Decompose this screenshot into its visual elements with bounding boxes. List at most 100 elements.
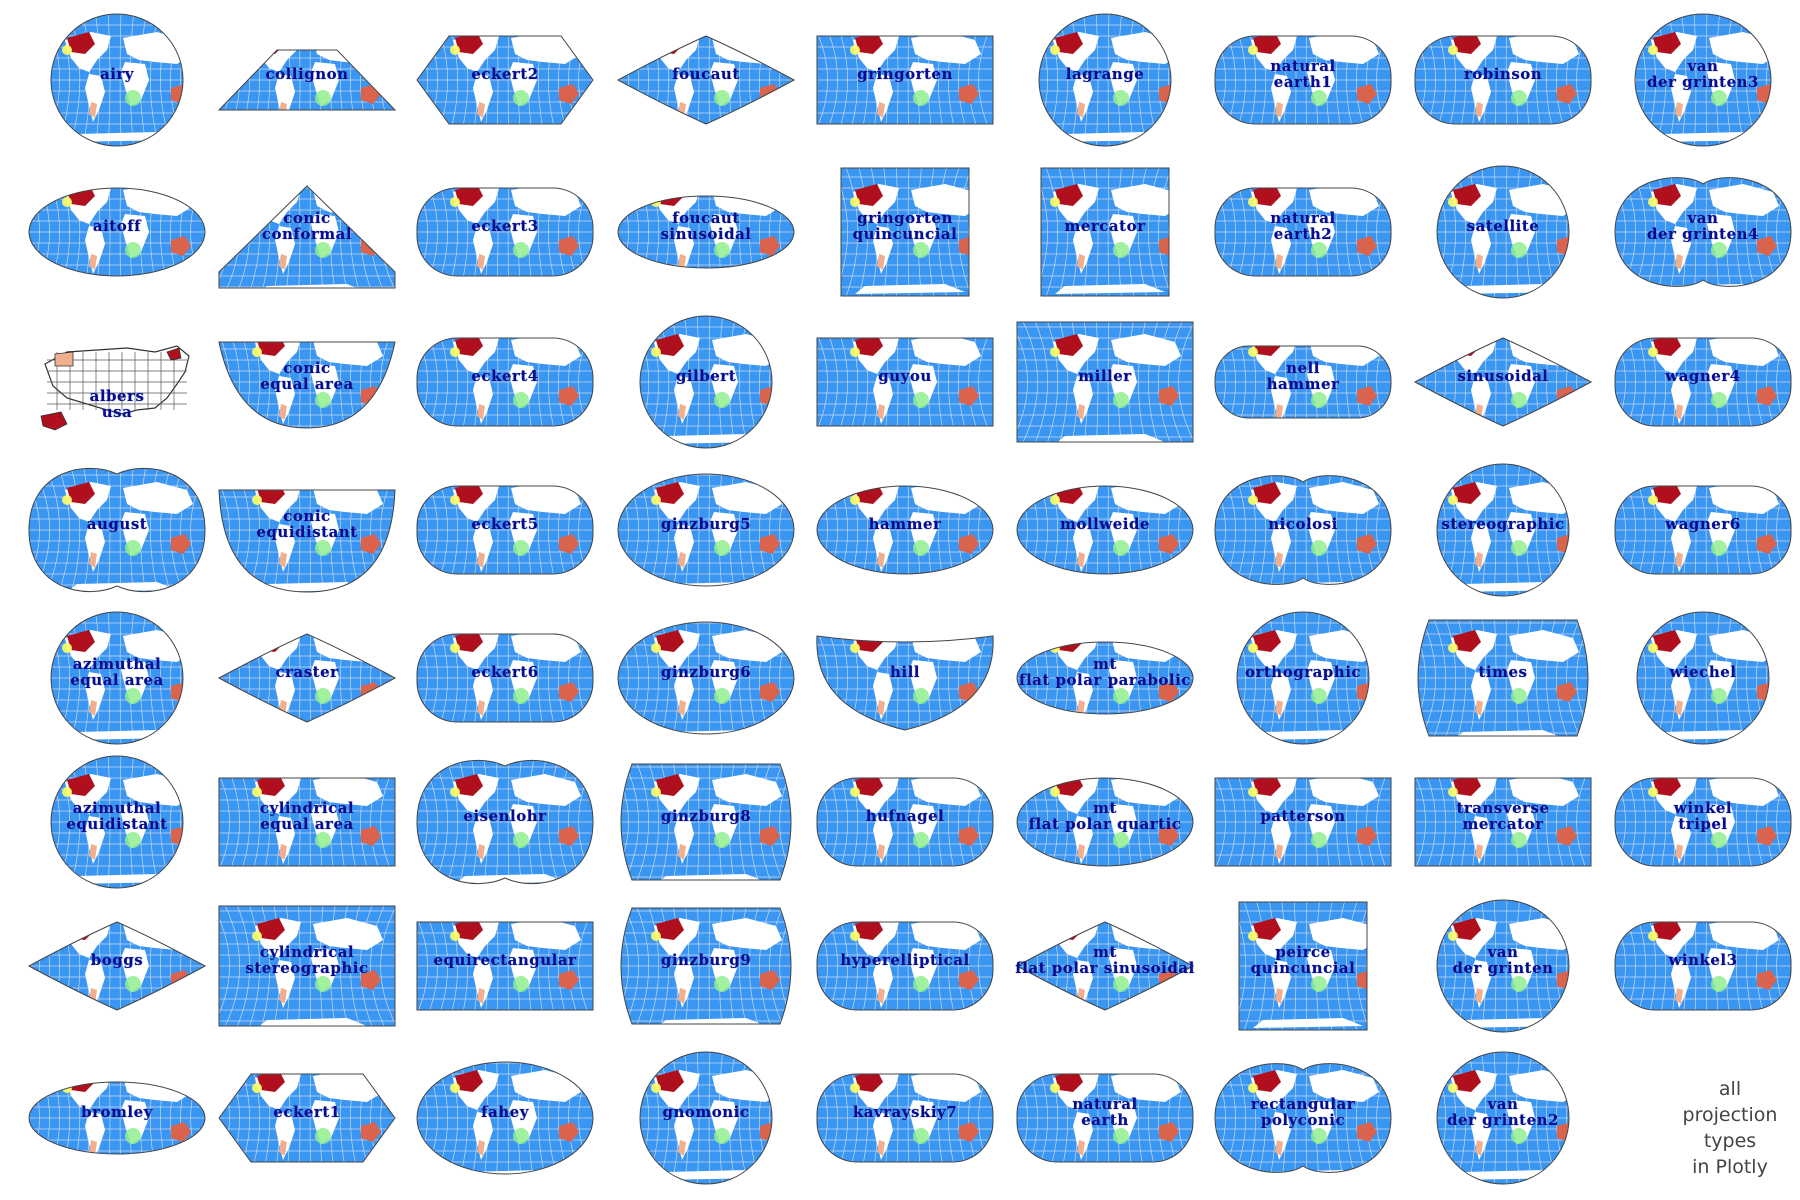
map-eckert3: [416, 187, 594, 277]
map-lagrange: [1038, 13, 1172, 147]
map-winkel3: [1614, 921, 1792, 1011]
map-eisenlohr: [416, 759, 594, 885]
map-transverse-mercator: [1414, 777, 1592, 867]
map-cell-van-der-grinten4: van der grinten4: [1613, 162, 1793, 302]
map-cell-ginzburg6: ginzburg6: [616, 608, 796, 748]
map-eckert1: [218, 1073, 396, 1163]
map-van-der-grinten2: [1436, 1051, 1570, 1185]
map-eckert2: [416, 35, 594, 125]
map-mt-flat-polar-quartic: [1016, 777, 1194, 867]
usa-states: [40, 345, 190, 431]
map-hill: [816, 635, 994, 731]
map-cell-transverse-mercator: transverse mercator: [1413, 752, 1593, 892]
map-mt-flat-polar-sinusoidal: [1015, 921, 1195, 1011]
map-cell-boggs: boggs: [27, 896, 207, 1036]
map-foucaut-sinusoidal: [617, 195, 795, 269]
map-cell-azimuthal-equidistant: azimuthal equidistant: [27, 752, 207, 892]
map-cell-mt-flat-polar-sinusoidal: mt flat polar sinusoidal: [1015, 896, 1195, 1036]
map-cell-van-der-grinten2: van der grinten2: [1413, 1048, 1593, 1188]
map-cell-natural-earth1: natural earth1: [1213, 10, 1393, 150]
map-conic-equidistant: [218, 489, 396, 593]
map-azimuthal-equal-area: [50, 611, 184, 745]
map-cell-ginzburg9: ginzburg9: [616, 896, 796, 1036]
map-van-der-grinten3: [1634, 13, 1772, 147]
map-patterson: [1214, 777, 1392, 867]
map-cell-eckert1: eckert1: [217, 1048, 397, 1188]
map-cell-equirectangular: equirectangular: [415, 896, 595, 1036]
map-cell-sinusoidal: sinusoidal: [1413, 312, 1593, 452]
map-cell-rectangular-polyconic: rectangular polyconic: [1213, 1048, 1393, 1188]
map-cell-eckert3: eckert3: [415, 162, 595, 302]
map-craster: [217, 633, 397, 723]
caption-line-3: types: [1703, 1130, 1757, 1152]
map-rectangular-polyconic: [1214, 1063, 1392, 1173]
map-miller: [1016, 321, 1194, 443]
map-cell-gnomonic: gnomonic: [616, 1048, 796, 1188]
map-hammer: [816, 485, 994, 575]
map-cell-airy: airy: [27, 10, 207, 150]
map-cell-eckert6: eckert6: [415, 608, 595, 748]
map-hufnagel: [816, 777, 994, 867]
map-mollweide: [1016, 485, 1194, 575]
map-airy: [50, 13, 184, 147]
map-cell-wagner6: wagner6: [1613, 460, 1793, 600]
map-cell-eisenlohr: eisenlohr: [415, 752, 595, 892]
map-cell-mt-flat-polar-parabolic: mt flat polar parabolic: [1015, 608, 1195, 748]
map-cell-lagrange: lagrange: [1015, 10, 1195, 150]
map-cell-winkel-tripel: winkel tripel: [1613, 752, 1793, 892]
map-cell-natural-earth: natural earth: [1015, 1048, 1195, 1188]
map-cell-fahey: fahey: [415, 1048, 595, 1188]
map-natural-earth2: [1214, 187, 1392, 277]
map-august: [28, 467, 206, 593]
map-kavrayskiy7: [816, 1073, 994, 1163]
map-cylindrical-equal-area: [218, 777, 396, 867]
map-ginzburg8: [620, 763, 792, 881]
map-aitoff: [28, 187, 206, 277]
map-wiechel: [1636, 611, 1770, 745]
map-cell-conic-equal-area: conic equal area: [217, 312, 397, 452]
map-cell-gringorten-quincuncial: gringorten quincuncial: [815, 162, 995, 302]
map-cell-albers-usa: albers usa: [27, 312, 207, 452]
caption-line-4: in Plotly: [1692, 1156, 1768, 1178]
map-cell-foucaut: foucaut: [616, 10, 796, 150]
map-times: [1417, 619, 1589, 737]
map-cell-robinson: robinson: [1413, 10, 1593, 150]
map-nicolosi: [1214, 475, 1392, 585]
map-cell-guyou: guyou: [815, 312, 995, 452]
map-ginzburg5: [617, 473, 795, 587]
map-van-der-grinten: [1436, 899, 1570, 1033]
map-cell-foucaut-sinusoidal: foucaut sinusoidal: [616, 162, 796, 302]
map-cell-cylindrical-stereographic: cylindrical stereographic: [217, 896, 397, 1036]
map-mt-flat-polar-parabolic: [1016, 641, 1194, 715]
map-cell-van-der-grinten3: van der grinten3: [1613, 10, 1793, 150]
map-cell-gilbert: gilbert: [616, 312, 796, 452]
map-natural-earth1: [1214, 35, 1392, 125]
map-cell-cylindrical-equal-area: cylindrical equal area: [217, 752, 397, 892]
map-cell-peirce-quincuncial: peirce quincuncial: [1213, 896, 1393, 1036]
map-cell-wagner4: wagner4: [1613, 312, 1793, 452]
map-cell-hill: hill: [815, 608, 995, 748]
map-equirectangular: [416, 921, 594, 1011]
map-eckert5: [416, 485, 594, 575]
map-robinson: [1414, 35, 1592, 125]
map-hyperelliptical: [816, 921, 994, 1011]
map-fahey: [416, 1061, 594, 1175]
map-sinusoidal: [1413, 337, 1593, 427]
map-albers-usa: [40, 345, 190, 431]
caption-line-1: all: [1718, 1078, 1742, 1100]
map-peirce-quincuncial: [1238, 901, 1368, 1031]
map-eckert4: [416, 337, 594, 427]
map-wagner4: [1614, 337, 1792, 427]
map-cell-eckert5: eckert5: [415, 460, 595, 600]
map-cell-mercator: mercator: [1015, 162, 1195, 302]
map-cell-craster: craster: [217, 608, 397, 748]
map-cell-hufnagel: hufnagel: [815, 752, 995, 892]
map-cell-hammer: hammer: [815, 460, 995, 600]
map-cell-patterson: patterson: [1213, 752, 1393, 892]
map-gnomonic: [639, 1051, 773, 1185]
map-stereographic: [1436, 463, 1570, 597]
map-cell-mollweide: mollweide: [1015, 460, 1195, 600]
map-conic-conformal: [218, 185, 396, 289]
map-cell-stereographic: stereographic: [1413, 460, 1593, 600]
